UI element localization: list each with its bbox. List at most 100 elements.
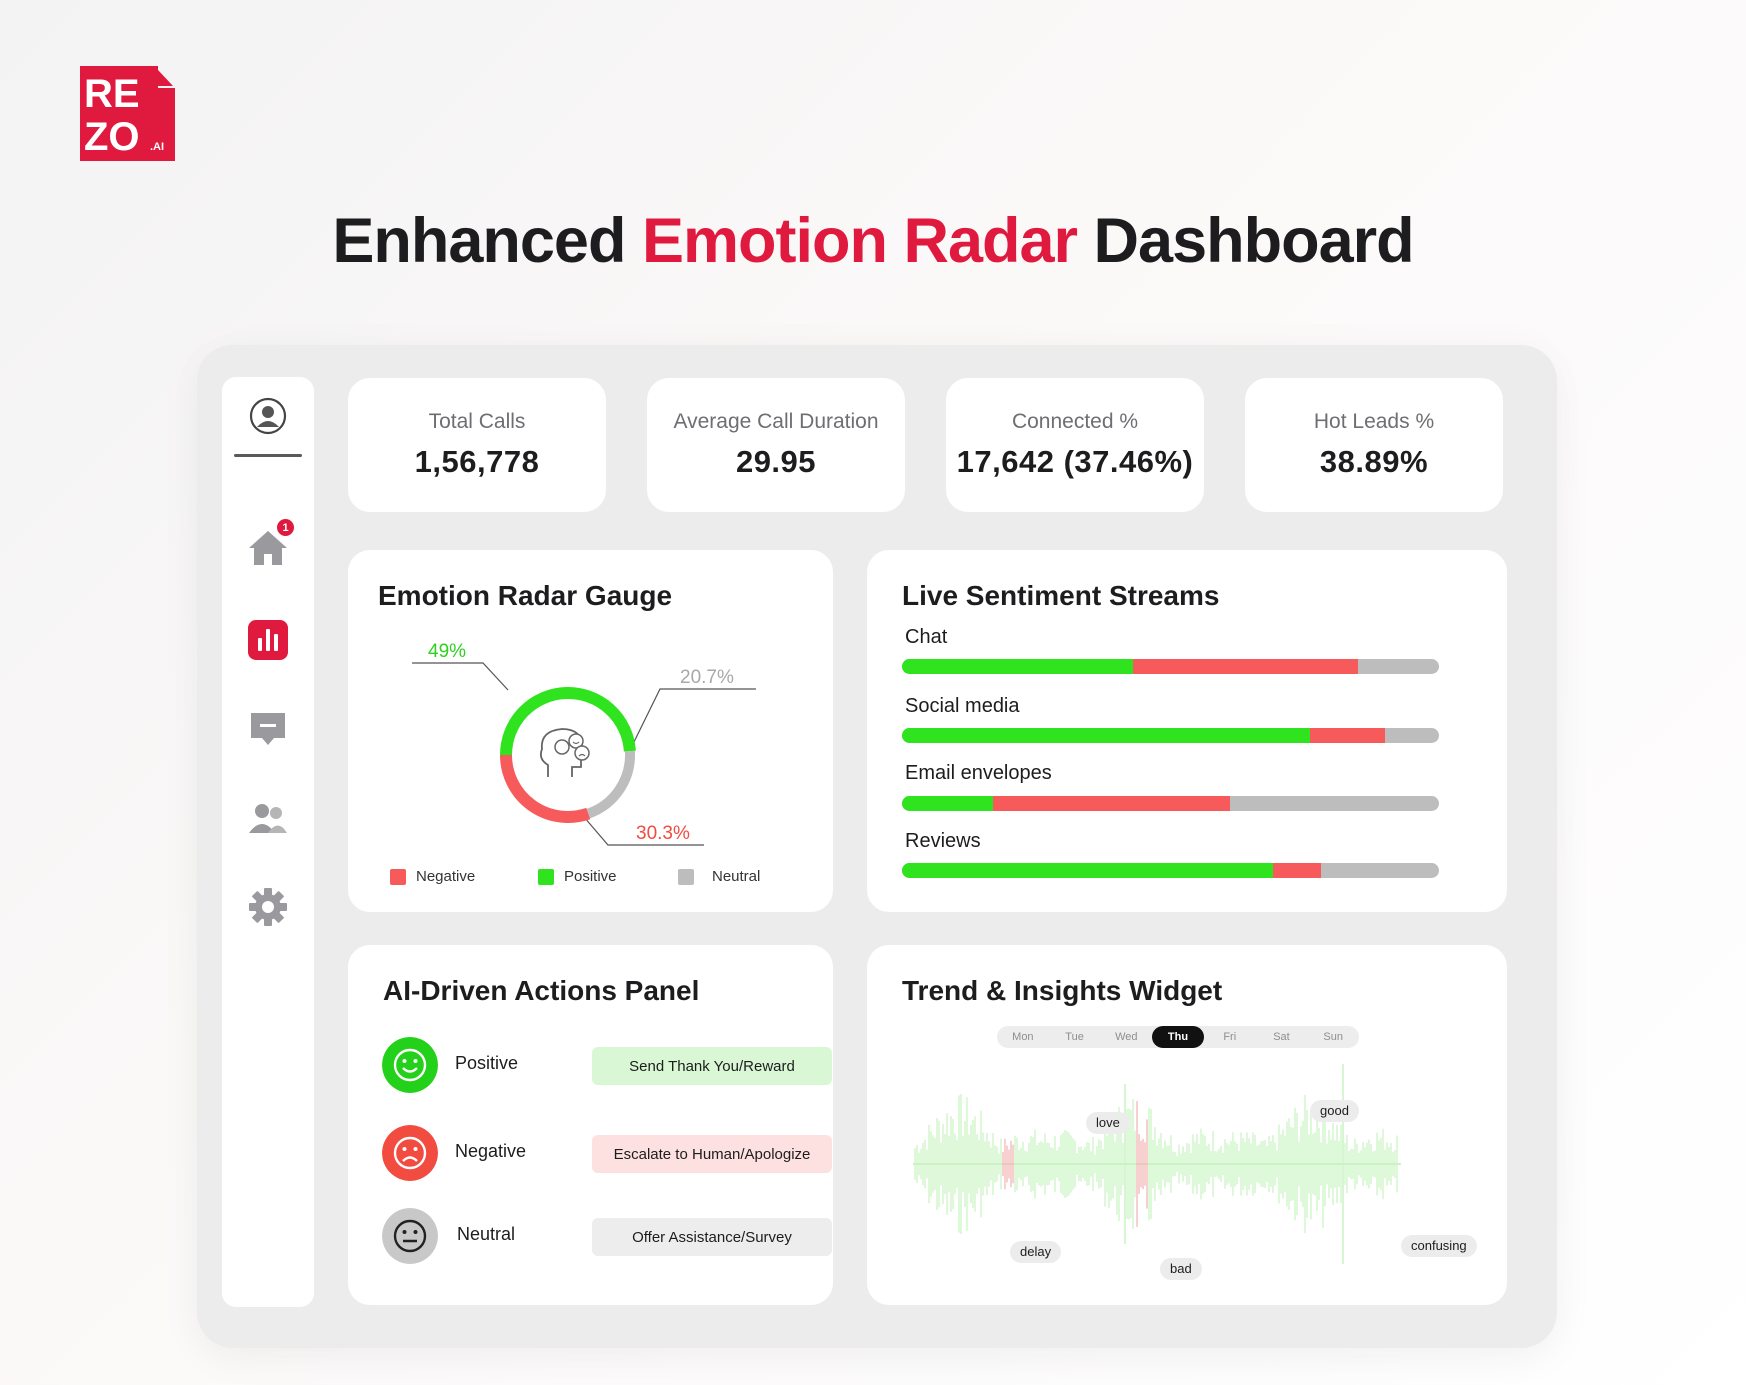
- kpi-value: 1,56,778: [414, 444, 540, 479]
- action-label: Neutral: [457, 1224, 516, 1244]
- positive-segment: [902, 728, 1311, 743]
- day-tab-fri[interactable]: Fri: [1223, 1031, 1237, 1043]
- neutral-face-icon: [382, 1208, 438, 1264]
- card-title: Live Sentiment Streams: [902, 580, 1220, 611]
- chat-icon: [251, 713, 285, 745]
- sidebar-item-messages[interactable]: [222, 710, 314, 750]
- rezo-logo-icon: RE ZO .AI: [80, 66, 175, 161]
- emotion-radar-gauge-card: Emotion Radar Gauge 49% 20.7% 30.3% Nega…: [348, 550, 833, 912]
- negative-segment: [993, 796, 1230, 811]
- legend-swatch: [678, 868, 694, 885]
- gauge-chart: 49% 20.7% 30.3%: [412, 641, 756, 846]
- positive-segment: [902, 659, 1133, 674]
- neutral-percent-label: 20.7%: [680, 667, 734, 688]
- legend-label: Negative: [416, 868, 476, 885]
- card-title: AI-Driven Actions Panel: [383, 975, 700, 1006]
- positive-leader-line: [412, 662, 509, 691]
- stream-label-social-media: Social media: [905, 695, 1020, 717]
- positive-segment: [902, 863, 1273, 878]
- sidebar-item-analytics[interactable]: [222, 620, 314, 660]
- kpi-label: Total Calls: [428, 410, 526, 433]
- gear-icon: [249, 888, 287, 926]
- sidebar-item-settings[interactable]: [222, 887, 314, 927]
- day-tab-thu[interactable]: Thu: [1152, 1026, 1204, 1048]
- brand-logo: RE ZO .AI: [80, 66, 175, 161]
- kpi-label: Connected %: [1011, 410, 1139, 433]
- users-icon: [249, 804, 287, 833]
- action-label: Negative: [455, 1141, 527, 1161]
- sidebar-divider: [234, 454, 302, 457]
- gauge-arc-negative: [500, 754, 591, 823]
- keyword-tag-delay: delay: [1010, 1241, 1062, 1263]
- kpi-label: Hot Leads %: [1313, 410, 1435, 433]
- action-row-positive: Positive Send Thank You/Reward: [382, 1037, 832, 1093]
- trend-insights-card: Trend & Insights Widget Mon Tue Wed Thu …: [867, 945, 1507, 1305]
- keyword-tag-bad: bad: [1160, 1258, 1202, 1280]
- card-title: Emotion Radar Gauge: [378, 580, 673, 611]
- stream-label-reviews: Reviews: [905, 830, 981, 852]
- positive-percent-label: 49%: [428, 641, 466, 662]
- day-tab-mon[interactable]: Mon: [1012, 1031, 1034, 1043]
- sentiment-waveform: [913, 1064, 1401, 1264]
- kpi-total-calls: Total Calls 1,56,778: [348, 378, 606, 512]
- negative-segment: [1132, 659, 1359, 674]
- legend-swatch: [538, 868, 554, 885]
- svg-text:RE: RE: [84, 72, 140, 116]
- send-thank-you-button[interactable]: Send Thank You/Reward: [592, 1047, 832, 1085]
- legend-neutral: Neutral: [678, 868, 760, 885]
- legend-label: Neutral: [712, 868, 761, 885]
- stream-bar-chat: [902, 659, 1439, 674]
- kpi-value: 17,642 (37.46%): [956, 444, 1194, 479]
- day-tab-wed[interactable]: Wed: [1115, 1031, 1138, 1043]
- legend-label: Positive: [564, 868, 617, 885]
- title-part1: Enhanced: [332, 206, 626, 276]
- card-title: Trend & Insights Widget: [902, 975, 1223, 1006]
- sidebar: 1: [222, 377, 314, 1307]
- action-row-neutral: Neutral Offer Assistance/Survey: [382, 1208, 832, 1264]
- frown-icon: [382, 1125, 438, 1181]
- kpi-value: 38.89%: [1319, 444, 1429, 479]
- negative-segment: [1272, 863, 1321, 878]
- stream-label-email-envelopes: Email envelopes: [905, 762, 1052, 784]
- keyword-tag-confusing: confusing: [1401, 1235, 1477, 1257]
- day-tab-sat[interactable]: Sat: [1273, 1031, 1290, 1043]
- kpi-average-call-duration: Average Call Duration 29.95: [647, 378, 905, 512]
- keyword-tag-love: love: [1086, 1112, 1130, 1134]
- day-tab-sun[interactable]: Sun: [1323, 1031, 1343, 1043]
- title-part2: Dashboard: [1093, 206, 1415, 276]
- sidebar-item-profile[interactable]: [222, 397, 314, 435]
- stream-label-chat: Chat: [905, 626, 948, 648]
- negative-segment: [1310, 728, 1386, 743]
- legend-swatch: [390, 868, 406, 885]
- title-accent: Emotion Radar: [641, 206, 1078, 276]
- ai-driven-actions-card: AI-Driven Actions Panel Positive Send Th…: [348, 945, 833, 1305]
- kpi-label: Average Call Duration: [673, 410, 879, 433]
- home-icon: [249, 531, 287, 565]
- legend-negative: Negative: [390, 868, 475, 885]
- neutral-leader-line: [631, 688, 756, 747]
- day-selector: Mon Tue Wed Thu Fri Sat Sun: [997, 1026, 1359, 1048]
- day-tab-tue[interactable]: Tue: [1065, 1031, 1084, 1043]
- gauge-arc-positive: [500, 687, 636, 756]
- sidebar-item-users[interactable]: [222, 802, 314, 836]
- gauge-arc-neutral: [586, 750, 635, 819]
- action-row-negative: Negative Escalate to Human/Apologize: [382, 1125, 832, 1181]
- negative-percent-label: 30.3%: [636, 823, 690, 844]
- kpi-connected: Connected % 17,642 (37.46%): [946, 378, 1204, 512]
- notification-badge: 1: [277, 519, 294, 536]
- live-sentiment-streams-card: Live Sentiment Streams Chat Social media…: [867, 550, 1507, 912]
- stream-bar-social-media: [902, 728, 1439, 743]
- stream-bar-email-envelopes: [902, 796, 1439, 811]
- negative-leader-line: [577, 809, 704, 846]
- positive-segment: [902, 796, 994, 811]
- dashboard-frame: 1: [197, 345, 1557, 1348]
- legend-positive: Positive: [538, 868, 617, 885]
- escalate-to-human-button[interactable]: Escalate to Human/Apologize: [592, 1135, 832, 1173]
- keyword-tag-good: good: [1310, 1100, 1359, 1122]
- sidebar-item-home[interactable]: 1: [222, 519, 314, 569]
- offer-assistance-button[interactable]: Offer Assistance/Survey: [592, 1218, 832, 1256]
- page-title: Enhanced Emotion Radar Dashboard: [0, 205, 1746, 277]
- smile-icon: [382, 1037, 438, 1093]
- head-emotion-icon: [539, 728, 590, 777]
- action-label: Positive: [455, 1053, 519, 1073]
